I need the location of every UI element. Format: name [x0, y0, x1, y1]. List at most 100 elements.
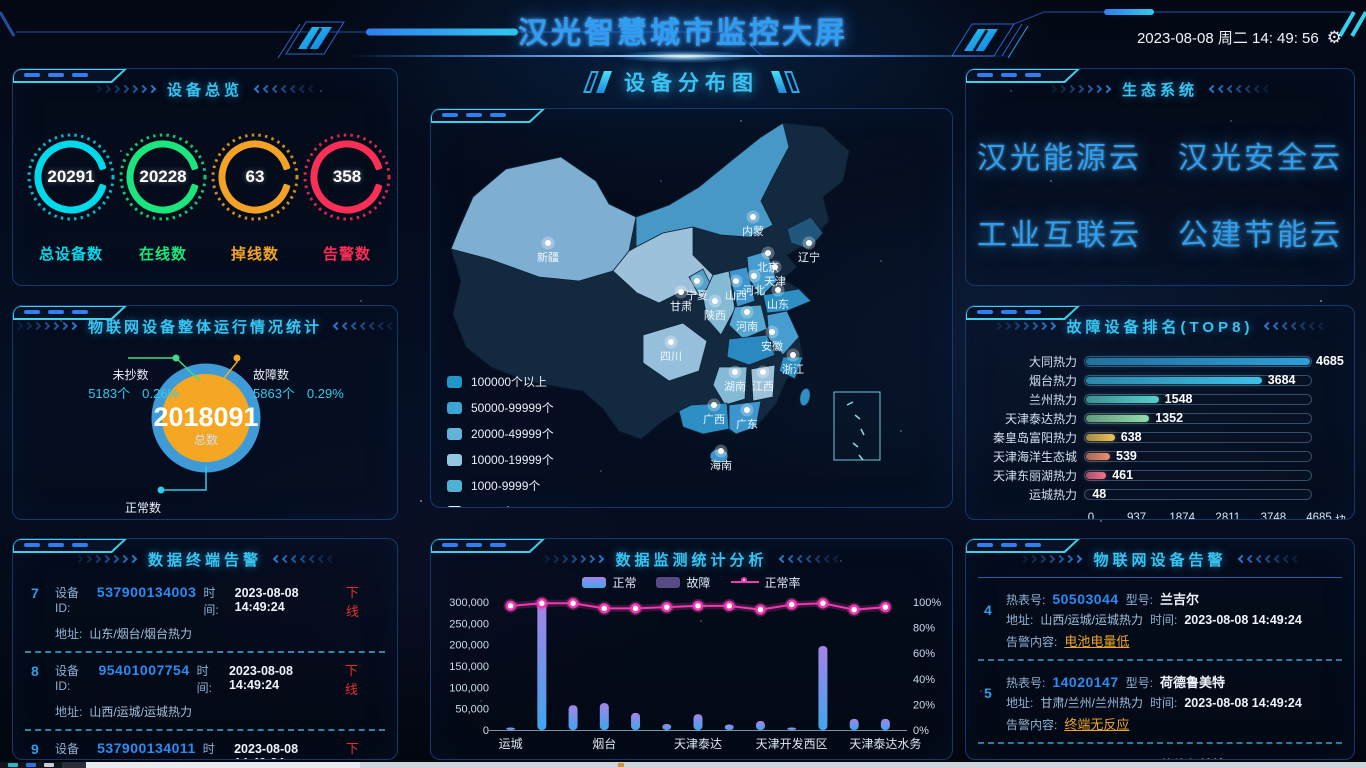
ranking-bar[interactable] [1086, 453, 1110, 460]
line-point[interactable] [599, 603, 610, 614]
eco-cloud-link[interactable]: 汉光安全云 [1178, 142, 1343, 175]
province-marker[interactable]: 河南 [736, 305, 758, 334]
province-marker[interactable]: 海南 [710, 444, 732, 473]
legend-swatch [447, 479, 462, 492]
province-marker[interactable]: 浙江 [782, 348, 804, 377]
panel-ecosystem: 生态系统 汉光能源云 汉光安全云 工业互联云 公建节能云 智慧管道云 [965, 68, 1355, 286]
donut-total-value: 2018091 [153, 402, 258, 432]
province-marker[interactable]: 广西 [703, 398, 725, 427]
ranking-bar[interactable] [1086, 472, 1107, 479]
ranking-bar[interactable] [1086, 434, 1115, 441]
ranking-bar[interactable] [1086, 415, 1150, 422]
eco-cloud-link[interactable]: 公建节能云 [1178, 219, 1343, 252]
bar-normal[interactable] [537, 602, 547, 730]
province-marker[interactable]: 山东 [767, 283, 789, 312]
line-point[interactable] [755, 604, 766, 615]
eco-cloud-link[interactable]: 汉光能源云 [977, 142, 1142, 175]
gauge-ring-icon [27, 133, 115, 221]
bar-normal[interactable] [599, 703, 609, 730]
terminal-alarm-row: 7 设备ID: 537900134003 时间: 2023-08-08 14:49:2… [25, 575, 385, 653]
line-point[interactable] [630, 603, 641, 614]
province-marker[interactable]: 四川 [660, 335, 682, 364]
line-point[interactable] [723, 600, 735, 612]
province-label: 山西 [725, 289, 747, 302]
province-marker[interactable]: 北京 [757, 246, 779, 275]
status-badge: 下线 [344, 663, 358, 697]
panel-title: 设备总览 [166, 81, 243, 99]
province-marker[interactable]: 内蒙 [742, 210, 764, 239]
line-point[interactable] [692, 600, 704, 612]
ranking-bar[interactable] [1086, 358, 1310, 365]
legend-item-normal[interactable]: 正常 [582, 574, 636, 591]
bar-normal[interactable] [787, 727, 797, 730]
taskbar[interactable] [0, 762, 1366, 768]
map-legend: 100000个以上 50000-99999个 20000-49999个 1000… [447, 373, 554, 507]
chevrons-left-icon [1237, 554, 1300, 564]
line-point[interactable] [536, 598, 548, 609]
ranking-bar[interactable] [1086, 396, 1159, 403]
line-point[interactable] [880, 601, 891, 613]
x-axis-label: 运城 [499, 737, 523, 751]
province-label: 海南 [710, 458, 732, 472]
y-axis-tick: 100,000 [449, 682, 489, 694]
bar-normal[interactable] [631, 712, 641, 730]
province-marker[interactable]: 江西 [752, 365, 774, 394]
chevrons-right-icon [542, 554, 605, 564]
bar-normal[interactable] [880, 718, 890, 730]
bar-normal[interactable] [506, 727, 516, 730]
meter-model: 兰吉尔 [1159, 592, 1199, 607]
province-marker[interactable]: 陕西 [704, 294, 726, 323]
bar-normal[interactable] [724, 724, 734, 730]
legend-item-rate[interactable]: 正常率 [730, 574, 801, 591]
monitor-bar-line-chart[interactable]: 0 50,000 100,000 150,000 200,000 250,000 300,0… [431, 590, 953, 760]
line-point[interactable] [786, 599, 797, 610]
province-marker[interactable]: 甘肃 [670, 285, 692, 314]
province-marker[interactable]: 辽宁 [798, 236, 820, 265]
y2-axis-tick: 80% [913, 623, 935, 635]
bar-normal[interactable] [818, 645, 828, 730]
province-marker[interactable]: 安徽 [761, 325, 783, 354]
line-point[interactable] [567, 598, 579, 609]
bar-normal[interactable] [755, 721, 765, 730]
line-point[interactable] [848, 604, 860, 615]
bar-normal[interactable] [568, 705, 578, 730]
settings-gear-icon[interactable]: ⚙ [1326, 28, 1342, 47]
panel-fault-ranking: 故障设备排名(TOP8) 大同热力 4685 烟台热力 3684 兰州热力 1548 天津泰… [965, 305, 1355, 520]
gauge-value: 20291 [47, 167, 95, 186]
legend-item-fault[interactable]: 故障 [656, 574, 711, 591]
panel-title: 物联网设备告警 [1093, 551, 1227, 569]
province-marker[interactable]: 湖南 [724, 365, 746, 394]
ranking-row: 运城热力 48 [978, 485, 1344, 504]
ranking-track: 461 [1084, 468, 1312, 482]
chevrons-left-icon [778, 554, 841, 564]
starfield [0, 0, 2, 2]
donut-chart[interactable]: 2018091 总数 [13, 334, 398, 520]
bar-normal[interactable] [849, 718, 859, 730]
ranking-row: 兰州热力 1548 [978, 390, 1344, 409]
province-marker[interactable]: 天津 [764, 260, 786, 289]
province-marker[interactable]: 广东 [736, 403, 758, 432]
y-axis-tick: 200,000 [449, 640, 489, 652]
status-badge: 下线 [345, 585, 359, 619]
chevrons-right-icon [74, 554, 138, 564]
ranking-bar[interactable] [1086, 377, 1262, 384]
ranking-track: 4685 [1084, 354, 1344, 368]
eco-cloud-link[interactable]: 工业互联云 [977, 219, 1142, 252]
chevrons-left-icon [1208, 84, 1272, 94]
gauge-label: 总设备数 [38, 246, 103, 263]
line-point[interactable] [661, 601, 673, 613]
field-label: 设备ID: [55, 664, 80, 693]
province-marker[interactable]: 宁夏 [686, 274, 708, 303]
ranking-row: 天津泰达热力 1352 [978, 409, 1344, 428]
bar-normal[interactable] [662, 724, 672, 730]
province-marker[interactable]: 新疆 [537, 236, 559, 265]
province-marker[interactable]: 山西 [725, 274, 747, 303]
donut-callout-value: 2012908个99.45% [29, 515, 161, 519]
bar-normal[interactable] [693, 714, 703, 730]
ranking-value: 1548 [1164, 392, 1193, 406]
line-point[interactable] [817, 598, 829, 609]
iot-alarm-row: 6 热表号:14160473型号:荷德鲁美特 地址:山西/大同/大同热力时间:2… [978, 744, 1342, 759]
line-point[interactable] [505, 600, 516, 612]
province-marker[interactable]: 河北 [743, 269, 765, 298]
